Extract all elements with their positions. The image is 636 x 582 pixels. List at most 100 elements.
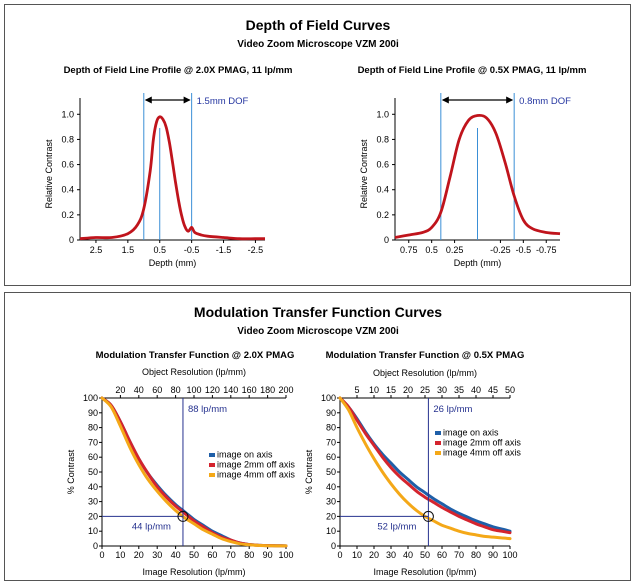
mtf-chart-1: Modulation Transfer Function @ 2.0X PMAG…: [66, 350, 295, 577]
mtf-curve-3: [338, 396, 512, 541]
y-tick-label: 10: [326, 526, 336, 536]
mtf-curve-1: [338, 396, 512, 533]
mtf-subtitle: Video Zoom Microscope VZM 200i: [237, 326, 399, 337]
y-axis-label: Relative Contrast: [359, 139, 369, 209]
x-tick-label: 80: [471, 550, 481, 560]
y-tick-label: 1.0: [376, 109, 389, 119]
x-tick-label: 60: [437, 550, 447, 560]
dof-arrowhead: [144, 96, 152, 104]
y-tick-label: 0.2: [376, 210, 389, 220]
legend-swatch: [209, 463, 215, 467]
legend-swatch: [435, 441, 441, 445]
top-axis-label: Object Resolution (lp/mm): [142, 367, 246, 377]
contrast-curve: [79, 115, 265, 241]
y-tick-label: 70: [326, 437, 336, 447]
top-tick-label: 30: [437, 385, 447, 395]
y-tick-label: 10: [88, 526, 98, 536]
dof-arrowhead: [183, 96, 191, 104]
y-tick-label: 100: [83, 393, 98, 403]
y-tick-label: 80: [88, 423, 98, 433]
x-tick-label: 0.5: [425, 245, 438, 255]
dof-subtitle: Video Zoom Microscope VZM 200i: [237, 39, 399, 50]
y-tick-label: 20: [326, 511, 336, 521]
contrast-curve: [394, 113, 561, 239]
y-tick-label: 0.8: [61, 134, 74, 144]
y-tick-label: 60: [88, 452, 98, 462]
x-tick-label: -0.25: [490, 245, 511, 255]
top-tick-label: 100: [186, 385, 201, 395]
object-res-annotation: 88 lp/mm: [188, 404, 227, 415]
y-tick-label: 70: [88, 437, 98, 447]
x-tick-label: 1.5: [122, 245, 135, 255]
x-axis-label: Image Resolution (lp/mm): [373, 567, 476, 577]
x-tick-label: 20: [134, 550, 144, 560]
y-tick-label: 50: [326, 467, 336, 477]
x-tick-label: 50: [189, 550, 199, 560]
top-tick-label: 25: [420, 385, 430, 395]
x-axis-label: Depth (mm): [149, 258, 197, 268]
x-tick-label: 10: [115, 550, 125, 560]
image-res-annotation: 52 lp/mm: [377, 521, 416, 532]
image-res-annotation: 44 lp/mm: [132, 521, 171, 532]
y-tick-label: 0: [93, 541, 98, 551]
dof-annotation: 1.5mm DOF: [197, 96, 249, 107]
top-tick-label: 20: [115, 385, 125, 395]
y-tick-label: 100: [321, 393, 336, 403]
dof-title: Depth of Field Curves: [246, 17, 391, 33]
y-axis-label: % Contrast: [304, 449, 314, 494]
chart-title: Depth of Field Line Profile @ 0.5X PMAG,…: [358, 65, 587, 76]
y-tick-label: 90: [326, 408, 336, 418]
top-tick-label: 10: [369, 385, 379, 395]
x-tick-label: 100: [502, 550, 517, 560]
y-tick-label: 0: [384, 235, 389, 245]
y-tick-label: 0.4: [376, 185, 389, 195]
top-axis-label: Object Resolution (lp/mm): [373, 368, 477, 378]
y-tick-label: 0.8: [376, 134, 389, 144]
x-tick-label: 20: [369, 550, 379, 560]
x-tick-label: 0.75: [400, 245, 418, 255]
x-tick-label: 30: [386, 550, 396, 560]
top-tick-label: 40: [134, 385, 144, 395]
x-tick-label: 0: [337, 550, 342, 560]
y-tick-label: 90: [88, 408, 98, 418]
mtf-curve-2: [338, 396, 512, 535]
legend-swatch: [435, 451, 441, 455]
legend-swatch: [209, 473, 215, 477]
y-tick-label: 0.6: [61, 160, 74, 170]
legend-label: image on axis: [443, 428, 499, 438]
y-tick-label: 0.2: [61, 210, 74, 220]
top-tick-label: 50: [505, 385, 515, 395]
x-tick-label: -0.5: [184, 245, 200, 255]
legend-label: image on axis: [217, 450, 273, 460]
chart-title: Modulation Transfer Function @ 0.5X PMAG: [326, 350, 525, 361]
y-tick-label: 1.0: [61, 109, 74, 119]
top-tick-label: 180: [260, 385, 275, 395]
charts-layer: Depth of Field Line Profile @ 2.0X PMAG,…: [44, 65, 586, 577]
y-axis-label: Relative Contrast: [44, 139, 54, 209]
y-tick-label: 80: [326, 423, 336, 433]
y-tick-label: 0.4: [61, 185, 74, 195]
ref-circle: [177, 510, 189, 522]
dof-chart-2: Depth of Field Line Profile @ 0.5X PMAG,…: [358, 65, 587, 268]
y-tick-label: 0.6: [376, 160, 389, 170]
x-tick-label: 50: [420, 550, 430, 560]
legend-label: image 4mm off axis: [217, 470, 295, 480]
top-tick-label: 15: [386, 385, 396, 395]
x-tick-label: 70: [226, 550, 236, 560]
object-res-annotation: 26 lp/mm: [433, 404, 472, 415]
x-tick-label: 10: [352, 550, 362, 560]
chart-title: Modulation Transfer Function @ 2.0X PMAG: [96, 350, 295, 361]
top-tick-label: 40: [471, 385, 481, 395]
legend-label: image 2mm off axis: [443, 438, 521, 448]
chart-title: Depth of Field Line Profile @ 2.0X PMAG,…: [64, 65, 293, 76]
x-tick-label: -0.75: [536, 245, 557, 255]
top-tick-label: 80: [171, 385, 181, 395]
x-tick-label: 30: [152, 550, 162, 560]
x-tick-label: -0.5: [516, 245, 532, 255]
x-axis-label: Depth (mm): [454, 258, 502, 268]
legend-label: image 4mm off axis: [443, 448, 521, 458]
x-tick-label: 90: [488, 550, 498, 560]
legend-swatch: [209, 453, 215, 457]
legend-label: image 2mm off axis: [217, 460, 295, 470]
